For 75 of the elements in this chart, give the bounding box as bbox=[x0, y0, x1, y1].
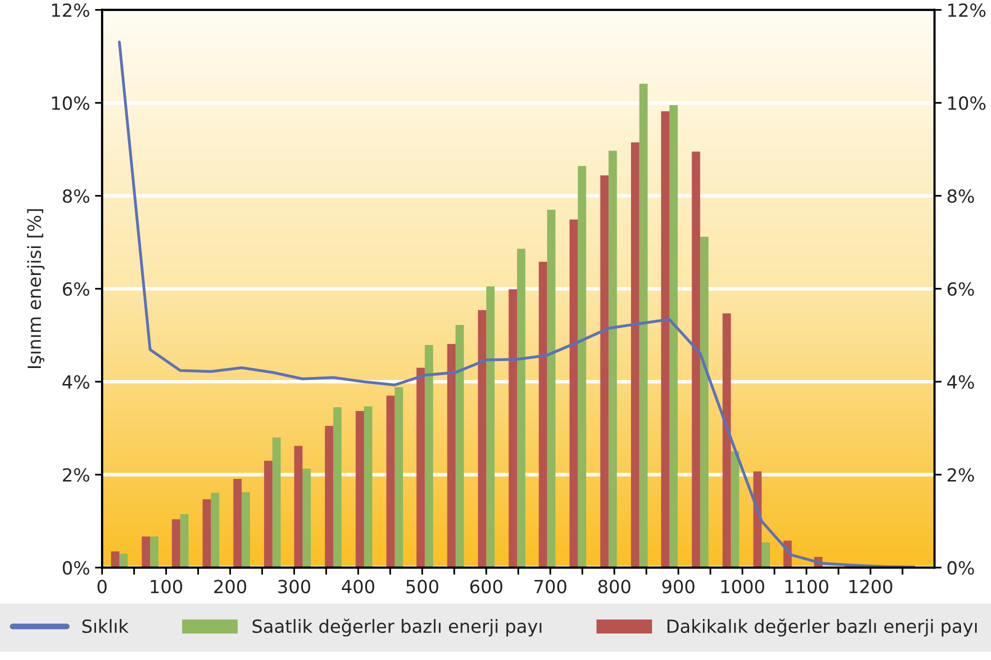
bar bbox=[570, 220, 578, 568]
y-tick-label: 10% bbox=[52, 96, 90, 110]
bar bbox=[294, 446, 302, 568]
bar bbox=[150, 536, 158, 568]
line-series bbox=[118, 40, 916, 568]
bar bbox=[142, 536, 150, 568]
bar bbox=[111, 551, 120, 568]
legend-label: Saatlik değerler bazlı enerji payı bbox=[252, 618, 542, 637]
x-tick-label: 800 bbox=[598, 580, 630, 594]
bar bbox=[416, 368, 425, 568]
x-tick-label: 300 bbox=[278, 580, 310, 594]
bar bbox=[547, 210, 556, 568]
bar bbox=[661, 111, 670, 568]
x-tick-label: 700 bbox=[534, 580, 566, 594]
x-tick-label: 0 bbox=[98, 580, 107, 594]
legend-label: Sıklık bbox=[82, 619, 129, 634]
y2-tick-label: 4% bbox=[947, 375, 974, 389]
x-tick-label: 500 bbox=[406, 580, 438, 594]
bar bbox=[447, 344, 456, 568]
bar bbox=[119, 554, 128, 568]
legend-label: Dakikalık değerler bazlı enerji payı bbox=[668, 618, 977, 637]
bar bbox=[669, 105, 678, 568]
y2-tick-label: 10% bbox=[948, 96, 986, 110]
bar bbox=[302, 468, 311, 568]
bar bbox=[424, 344, 434, 568]
y-tick-label: 0% bbox=[62, 561, 90, 575]
bar bbox=[386, 396, 395, 568]
y-axis-title: Işınım enerjisi [%] bbox=[27, 209, 45, 368]
bar bbox=[508, 289, 518, 568]
y2-tick-label: 2% bbox=[948, 468, 974, 482]
bar bbox=[180, 514, 189, 568]
y-tick-label: 12% bbox=[52, 3, 90, 18]
x-tick-label: 200 bbox=[214, 580, 246, 594]
bar bbox=[272, 437, 281, 568]
x-tick-label: 900 bbox=[662, 580, 694, 594]
bar bbox=[210, 492, 220, 568]
bar bbox=[172, 519, 180, 568]
bar bbox=[356, 410, 364, 568]
bar bbox=[324, 426, 334, 568]
y-tick-label: 2% bbox=[62, 468, 90, 482]
bar bbox=[730, 451, 740, 568]
bar bbox=[202, 499, 211, 568]
bar bbox=[578, 166, 586, 568]
bar bbox=[600, 175, 609, 568]
y-tick-label: 8% bbox=[62, 189, 90, 203]
y-tick-label: 4% bbox=[62, 375, 90, 389]
bar bbox=[486, 286, 495, 568]
bar bbox=[608, 150, 617, 568]
bar bbox=[242, 492, 250, 568]
x-tick-label: 400 bbox=[342, 580, 374, 594]
bar bbox=[264, 460, 272, 568]
bar bbox=[538, 262, 548, 568]
y2-tick-label: 6% bbox=[948, 282, 974, 296]
bar bbox=[456, 325, 464, 568]
x-tick-label: 600 bbox=[470, 580, 502, 594]
bar bbox=[639, 84, 648, 568]
y2-tick-label: 0% bbox=[948, 561, 974, 575]
bar bbox=[394, 387, 404, 568]
bar bbox=[692, 152, 700, 568]
bar bbox=[233, 478, 242, 568]
bar bbox=[333, 407, 342, 568]
bar bbox=[700, 236, 708, 568]
y-tick-label: 6% bbox=[62, 282, 90, 296]
bar bbox=[630, 142, 640, 568]
bar bbox=[478, 310, 486, 568]
y2-tick-label: 12% bbox=[948, 3, 986, 18]
bar bbox=[517, 248, 526, 568]
x-tick-label: 1200 bbox=[849, 580, 892, 594]
bar bbox=[364, 406, 372, 568]
x-tick-label: 100 bbox=[150, 580, 182, 594]
bar bbox=[722, 313, 731, 568]
x-tick-label: 1100 bbox=[785, 580, 828, 594]
x-tick-label: 1000 bbox=[721, 580, 764, 594]
bar bbox=[762, 542, 770, 568]
y2-tick-label: 8% bbox=[948, 189, 974, 203]
